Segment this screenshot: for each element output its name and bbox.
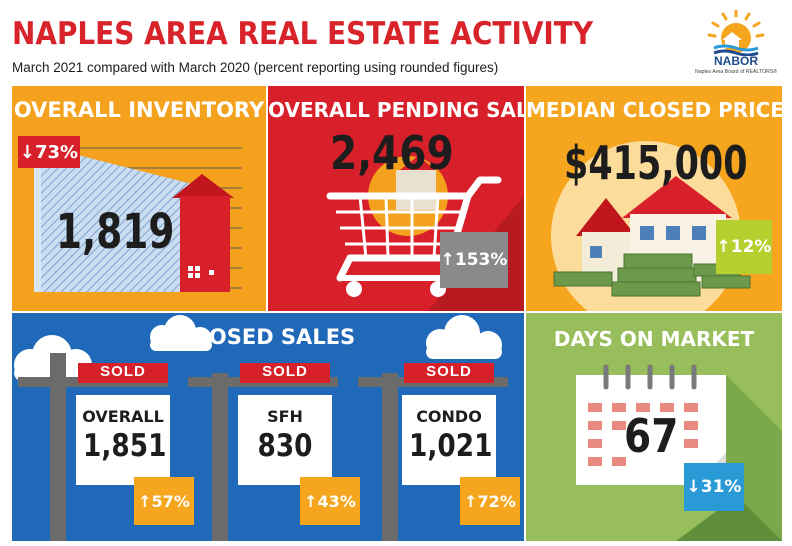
price-change-badge: ↑ 12% bbox=[716, 220, 772, 274]
sold-label: SOLD bbox=[78, 363, 168, 383]
inventory-panel: OVERALL INVENTORY ↓ 73% 1,819 bbox=[12, 86, 266, 311]
closed-sign-sfh: SFH 830 bbox=[238, 395, 332, 485]
calendar-icon bbox=[576, 364, 782, 541]
sign-label: CONDO bbox=[416, 407, 482, 426]
sign-value: 1,851 bbox=[83, 428, 167, 464]
sun-house-icon bbox=[707, 9, 765, 57]
house-money-icon bbox=[551, 141, 751, 311]
sign-value: 830 bbox=[257, 428, 313, 464]
sign-post bbox=[212, 373, 228, 541]
arrow-up-icon: ↑ bbox=[716, 237, 731, 257]
logo-tagline: Naples Area Board of REALTORS® bbox=[694, 69, 778, 75]
arrow-down-icon: ↓ bbox=[686, 477, 701, 497]
page-title: NAPLES AREA REAL ESTATE ACTIVITY bbox=[12, 16, 594, 52]
inventory-title: OVERALL INVENTORY bbox=[13, 98, 265, 122]
sign-label: SFH bbox=[267, 407, 303, 426]
median-price-panel: MEDIAN CLOSED PRICE $415,000 ↑ 12% bbox=[526, 86, 782, 311]
overall-change: 57% bbox=[151, 491, 190, 511]
condo-change-badge: ↑ 72% bbox=[460, 477, 520, 525]
sold-label: SOLD bbox=[240, 363, 330, 383]
arrow-up-icon: ↑ bbox=[138, 491, 152, 511]
header: NAPLES AREA REAL ESTATE ACTIVITY March 2… bbox=[0, 0, 792, 84]
inventory-value: 1,819 bbox=[56, 204, 175, 260]
sign-post bbox=[50, 353, 66, 541]
sold-label: SOLD bbox=[404, 363, 494, 383]
house-chart-icon bbox=[34, 136, 242, 292]
sfh-change-badge: ↑ 43% bbox=[300, 477, 360, 525]
arrow-down-icon: ↓ bbox=[19, 141, 35, 163]
days-value: 67 bbox=[624, 409, 679, 463]
inventory-change-badge: ↓ 73% bbox=[18, 136, 80, 168]
closed-sign-condo: CONDO 1,021 bbox=[402, 395, 496, 485]
pending-value: 2,469 bbox=[330, 126, 454, 180]
sfh-change: 43% bbox=[317, 491, 356, 511]
arrow-up-icon: ↑ bbox=[464, 491, 478, 511]
sign-value: 1,021 bbox=[409, 428, 493, 464]
arrow-up-icon: ↑ bbox=[304, 491, 318, 511]
overall-change-badge: ↑ 57% bbox=[134, 477, 194, 525]
days-change-badge: ↓ 31% bbox=[684, 463, 744, 511]
days-change: 31% bbox=[700, 477, 742, 497]
arrow-up-icon: ↑ bbox=[440, 250, 455, 270]
price-title: MEDIAN CLOSED PRICE bbox=[526, 98, 782, 122]
price-change: 12% bbox=[730, 237, 772, 257]
page-subtitle: March 2021 compared with March 2020 (per… bbox=[12, 60, 499, 75]
sign-label: OVERALL bbox=[82, 407, 164, 426]
nabor-logo: NABOR Naples Area Board of REALTORS® bbox=[688, 9, 784, 82]
sign-post bbox=[382, 373, 398, 541]
closed-sales-panel: CLOSED SALES SOLD OVERALL 1,851 ↑ 57% SOL… bbox=[12, 313, 524, 541]
logo-name: NABOR bbox=[714, 54, 758, 68]
closed-title: CLOSED SALES bbox=[180, 325, 356, 349]
inventory-change: 73% bbox=[35, 141, 79, 163]
days-title: DAYS ON MARKET bbox=[553, 327, 755, 351]
days-on-market-panel: DAYS ON MARKET 67 ↓ 31% bbox=[526, 313, 782, 541]
pending-change: 153% bbox=[454, 250, 508, 270]
pending-sales-panel: OVERALL PENDING SALES 2,469 ↑153% bbox=[268, 86, 524, 311]
closed-sign-overall: OVERALL 1,851 bbox=[76, 395, 170, 485]
pending-change-badge: ↑ 153% bbox=[440, 232, 508, 288]
pending-title: OVERALL PENDING SALES bbox=[268, 98, 524, 122]
price-value: $415,000 bbox=[564, 136, 748, 190]
condo-change: 72% bbox=[477, 491, 516, 511]
